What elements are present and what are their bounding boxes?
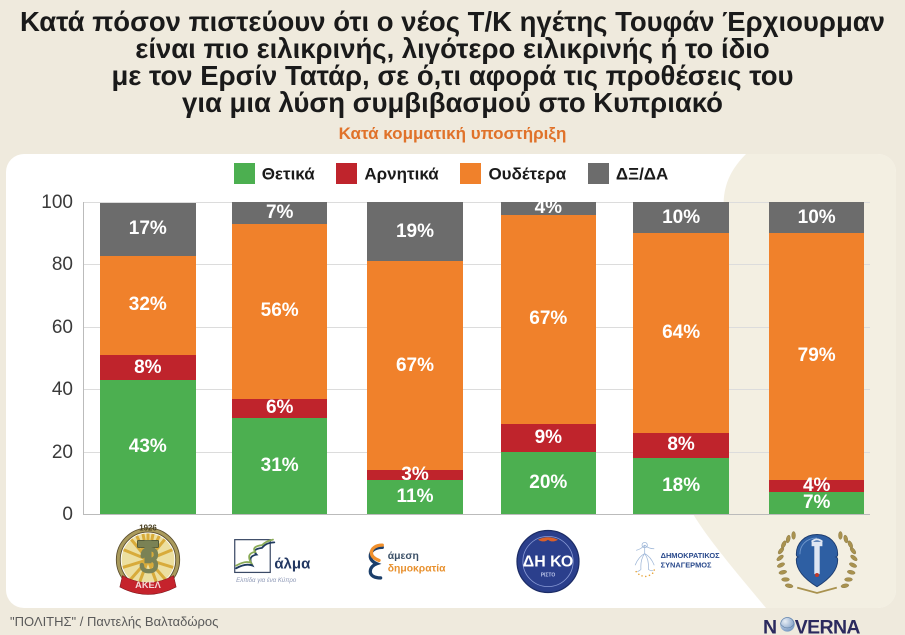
svg-text:Ελπίδα για ένα Κύπρο: Ελπίδα για ένα Κύπρο	[236, 576, 297, 583]
svg-text:N: N	[763, 616, 776, 635]
svg-text:ΑΚΕΛ: ΑΚΕΛ	[135, 579, 161, 589]
svg-text:ΡΙΣΤΟ: ΡΙΣΤΟ	[541, 572, 556, 578]
svg-text:VERNA: VERNA	[795, 616, 861, 635]
svg-text:ΔΗΜΟΚΡΑΤΙΚΟΣ: ΔΗΜΟΚΡΑΤΙΚΟΣ	[661, 551, 721, 560]
svg-text:άλμα: άλμα	[274, 555, 311, 572]
svg-text:ΔΗ ΚΟ: ΔΗ ΚΟ	[523, 553, 573, 570]
svg-text:1926: 1926	[139, 523, 157, 532]
svg-text:ΣΥΝΑΓΕΡΜΟΣ: ΣΥΝΑΓΕΡΜΟΣ	[661, 560, 712, 569]
svg-text:δημοκρατία: δημοκρατία	[388, 563, 446, 574]
svg-text:άμεση: άμεση	[388, 551, 419, 562]
